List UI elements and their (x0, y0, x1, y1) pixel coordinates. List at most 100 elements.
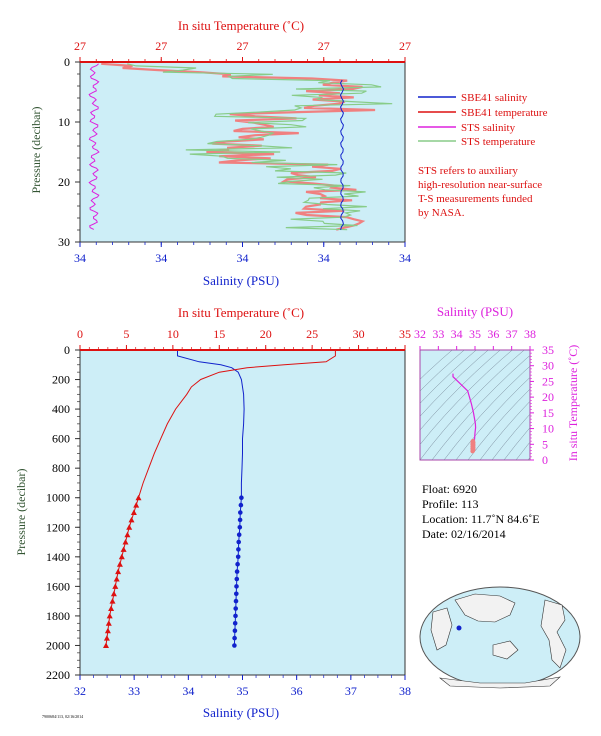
top-x2-tick-label: 27 (318, 39, 330, 53)
main-x-tick-label: 35 (237, 684, 249, 698)
main-x-tick-label: 32 (74, 684, 86, 698)
density-contour (420, 350, 489, 417)
density-contour (420, 350, 477, 404)
temperature-sample-point (106, 612, 113, 619)
main-y-tick-label: 1200 (46, 520, 70, 534)
top-x-tick-label: 34 (237, 251, 249, 265)
salinity-profile-line (177, 350, 245, 646)
ts-y-tick-label: 20 (542, 390, 554, 404)
main-x-tick-label: 34 (182, 684, 194, 698)
sbe41-temperature-band (101, 62, 376, 231)
legend-label-sbe41-salinity: SBE41 salinity (461, 92, 528, 104)
date: Date: 02/16/2014 (422, 527, 506, 541)
salinity-sample-point (238, 502, 244, 508)
ts-y-tick-label: 35 (542, 343, 554, 357)
map-continent-asia (454, 593, 516, 623)
legend-label-sts-salinity: STS salinity (461, 122, 516, 134)
salinity-sample-point (236, 547, 241, 552)
float-id: Float: 6920 (422, 482, 477, 496)
top-x-tick-label: 34 (155, 251, 167, 265)
salinity-sample-point (233, 613, 238, 619)
ts-y-tick-label: 30 (542, 359, 554, 373)
salinity-sample-point (239, 495, 244, 501)
ts-curves (452, 373, 477, 454)
ts-x-tick-label: 37 (506, 327, 518, 341)
temperature-profile-line (105, 350, 336, 646)
density-contour (420, 350, 453, 380)
note-line-4: by NASA. (418, 207, 465, 219)
salinity-sample-point (236, 539, 241, 545)
salinity-sample-point (234, 591, 239, 597)
main-y-tick-label: 1800 (46, 609, 70, 623)
ts-panel: Salinity (PSU) 32 33 34 35 36 37 3805101520253… (414, 304, 580, 467)
ts-x-tick-label: 33 (432, 327, 444, 341)
temperature-sample-point (113, 576, 120, 582)
main-y-tick-label: 1400 (46, 550, 70, 564)
density-contour (420, 350, 501, 431)
temperature-sample-point (105, 620, 112, 626)
temperature-sample-point (115, 568, 122, 575)
note-line-1: STS refers to auxiliary (418, 165, 518, 177)
top-x2-tick-label: 27 (74, 39, 86, 53)
main-x2-tick-label: 30 (353, 327, 365, 341)
ts-x-tick-label: 35 (469, 327, 481, 341)
ts-x-tick-label: 38 (524, 327, 536, 341)
main-y-tick-label: 0 (64, 343, 70, 357)
temperature-sample-point (103, 635, 110, 641)
density-contour (503, 427, 530, 460)
main-y-tick-label: 400 (52, 402, 70, 416)
main-x2-tick-label: 10 (167, 327, 179, 341)
salinity-sample-point (233, 606, 238, 611)
salinity-sample-point (238, 510, 243, 515)
salinity-sample-point (235, 561, 240, 567)
temperature-sample-point (124, 531, 131, 538)
ts-y-tick-label: 5 (542, 437, 548, 451)
map-continent-africa (430, 607, 453, 651)
ts-panel-title: Salinity (PSU) (437, 304, 513, 319)
main-curves (103, 350, 336, 648)
main-y-tick-label: 600 (52, 432, 70, 446)
ts-x-tick-label: 36 (487, 327, 499, 341)
note-line-3: T-S measurements funded (418, 193, 533, 205)
top-x-tick-label: 34 (74, 251, 86, 265)
ts-density-contours (420, 350, 530, 460)
temperature-sample-point (104, 627, 111, 634)
top-y-tick-label: 20 (58, 175, 70, 189)
temperature-sample-point (122, 539, 129, 545)
temperature-sample-point (118, 553, 125, 560)
density-contour (443, 365, 530, 460)
top-curves (88, 62, 393, 231)
salinity-sample-point (237, 517, 243, 523)
main-x-tick-label: 36 (291, 684, 303, 698)
world-map (419, 586, 581, 689)
density-contour (431, 355, 530, 460)
legend: SBE41 salinity SBE41 temperature STS sal… (418, 92, 548, 148)
main-x-tick-label: 33 (128, 684, 140, 698)
temperature-sample-point (120, 546, 127, 552)
main-panel-title: In situ Temperature (˚C) (178, 305, 304, 320)
density-contour (491, 413, 530, 460)
salinity-sample-point (234, 569, 240, 574)
main-y-tick-label: 2000 (46, 638, 70, 652)
temperature-sample-point (116, 561, 123, 567)
salinity-sample-point (232, 635, 237, 641)
main-x2-tick-label: 0 (77, 327, 83, 341)
salinity-sample-point (233, 598, 239, 604)
float-position-marker (456, 625, 462, 631)
map-continent-antarctica (438, 676, 561, 689)
sts-salinity-line (88, 63, 100, 230)
legend-label-sbe41-temperature: SBE41 temperature (461, 107, 548, 119)
ts-y-tick-label: 15 (542, 406, 554, 420)
main-axes: 0 5 10 15 20 25 30 35 32 33 34 35 36 37 38 0 200 400 600 80… (46, 327, 411, 698)
temperature-sample-point (109, 598, 116, 604)
temperature-sample-point (128, 516, 135, 523)
top-x-tick-label: 34 (318, 251, 330, 265)
main-x2-tick-label: 15 (213, 327, 225, 341)
density-contour (420, 350, 465, 392)
top-axes: 27 27 27 27 27 34 34 34 34 34 0 10 20 30 (58, 39, 411, 265)
main-x-tick-label: 37 (345, 684, 357, 698)
ts-panel-ylabel: In situ Temperature (˚C) (566, 345, 580, 462)
top-y-tick-label: 10 (58, 115, 70, 129)
